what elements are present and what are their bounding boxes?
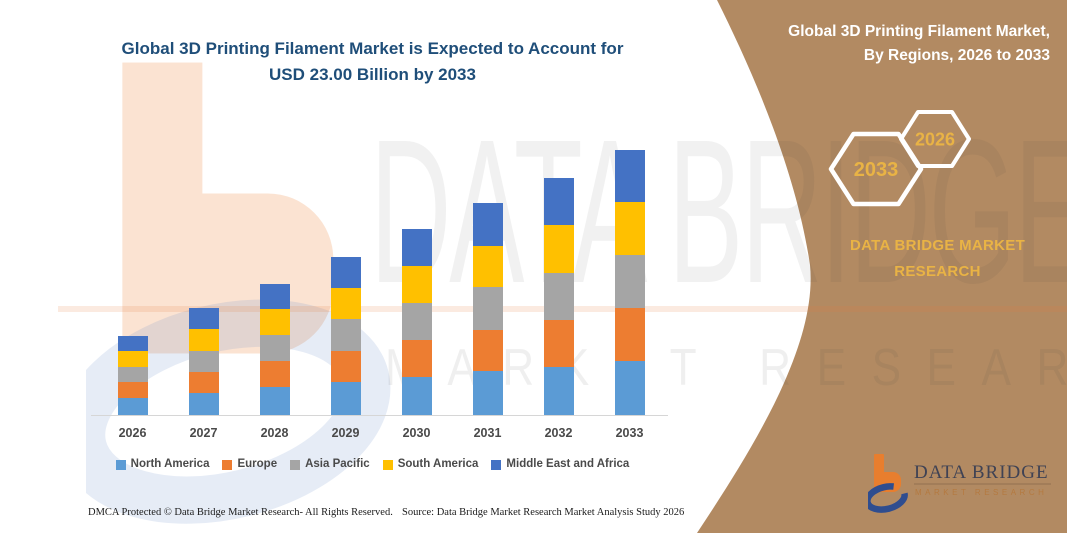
bar-segment-middle-east-and-africa — [614, 150, 645, 202]
brand-text-line1: DATA BRIDGE MARKET — [849, 237, 1026, 254]
bar-segment-south-america — [117, 351, 148, 367]
legend-label: Europe — [237, 458, 278, 470]
legend-swatch-icon — [491, 459, 502, 470]
logo-d-swoosh-icon — [868, 483, 908, 513]
legend-swatch-icon — [290, 459, 301, 470]
legend-label: Middle East and Africa — [506, 458, 630, 470]
bar-segment-middle-east-and-africa — [330, 257, 361, 288]
legend-swatch-icon — [382, 459, 393, 470]
bar-segment-middle-east-and-africa — [401, 229, 432, 266]
x-axis-label-2031: 2031 — [473, 426, 502, 440]
brand-text-line2: RESEARCH — [894, 263, 981, 280]
x-axis-label-2032: 2032 — [544, 426, 573, 440]
bar-segment-europe — [117, 382, 148, 398]
brand-text: DATA BRIDGE MARKET RESEARCH — [815, 233, 1060, 285]
logo-subtitle: MARKET RESEARCH — [915, 488, 1047, 497]
chart-title-line1: Global 3D Printing Filament Market is Ex… — [121, 39, 624, 58]
bar-segment-europe — [330, 351, 361, 382]
bar-segment-asia-pacific — [117, 367, 148, 382]
x-axis-label-2027: 2027 — [189, 426, 218, 440]
hexagon-2033-label: 2033 — [854, 159, 899, 181]
legend-item-middle-east-and-africa: Middle East and Africa — [491, 458, 629, 470]
side-panel-title-line1: Global 3D Printing Filament Market, — [788, 23, 1050, 40]
bar-segment-europe — [543, 320, 574, 367]
side-panel-title-line2: By Regions, 2026 to 2033 — [863, 47, 1050, 64]
logo-wordmark: DATA BRIDGE — [914, 462, 1049, 483]
bar-segment-europe — [472, 330, 503, 371]
bar-segment-asia-pacific — [472, 287, 503, 330]
bar-segment-middle-east-and-africa — [543, 178, 574, 225]
bar-segment-europe — [259, 361, 290, 387]
bar-segment-asia-pacific — [614, 255, 645, 308]
bar-segment-north-america — [472, 371, 503, 415]
x-axis-label-2029: 2029 — [331, 426, 360, 440]
chart-title-line2: USD 23.00 Billion by 2033 — [269, 65, 476, 84]
hexagon-badges: 2033 2026 — [828, 110, 971, 207]
footer-source: Source: Data Bridge Market Research Mark… — [402, 507, 685, 518]
bar-segment-north-america — [543, 367, 574, 415]
x-axis-label-2028: 2028 — [260, 426, 289, 440]
data-bridge-logo: DATA BRIDGE MARKET RESEARCH — [868, 454, 1051, 513]
bar-segment-asia-pacific — [259, 335, 290, 361]
bar-segment-europe — [188, 372, 219, 393]
legend-label: South America — [397, 458, 479, 470]
bar-segment-middle-east-and-africa — [117, 336, 148, 351]
legend-label: Asia Pacific — [305, 458, 370, 470]
bar-segment-south-america — [188, 329, 219, 351]
bar-segment-south-america — [614, 202, 645, 255]
legend-item-asia-pacific: Asia Pacific — [290, 458, 370, 470]
bar-segment-middle-east-and-africa — [472, 203, 503, 246]
legend-item-south-america: South America — [382, 458, 479, 470]
legend: North America Europe Asia Pacific South Ame… — [80, 458, 665, 470]
bar-segment-middle-east-and-africa — [259, 284, 290, 309]
footer-dmca: DMCA Protected © Data Bridge Market Rese… — [88, 507, 393, 518]
side-panel-title: Global 3D Printing Filament Market, By R… — [730, 20, 1050, 68]
bar-segment-north-america — [117, 398, 148, 415]
bar-segment-europe — [401, 340, 432, 377]
x-axis-label-2026: 2026 — [118, 426, 147, 440]
hexagon-2026-icon — [899, 110, 971, 168]
bar-segment-north-america — [188, 393, 219, 415]
hexagon-2033-icon — [828, 131, 924, 207]
legend-label: North America — [130, 458, 210, 470]
bar-segment-north-america — [614, 361, 645, 415]
x-axis-label-2033: 2033 — [615, 426, 644, 440]
bar-segment-south-america — [401, 266, 432, 303]
bar-segment-asia-pacific — [188, 351, 219, 372]
bar-segment-asia-pacific — [543, 273, 574, 320]
legend-item-north-america: North America — [115, 458, 210, 470]
legend-swatch-icon — [115, 459, 126, 470]
bar-segment-south-america — [543, 225, 574, 273]
legend-item-europe: Europe — [222, 458, 277, 470]
bar-segment-asia-pacific — [401, 303, 432, 340]
bar-segment-europe — [614, 308, 645, 361]
bar-segment-middle-east-and-africa — [188, 308, 219, 329]
chart-title: Global 3D Printing Filament Market is Ex… — [80, 36, 665, 88]
bar-segment-south-america — [259, 309, 290, 335]
bar-segment-asia-pacific — [330, 319, 361, 351]
x-axis-label-2030: 2030 — [402, 426, 431, 440]
x-axis-line — [91, 415, 668, 416]
legend-swatch-icon — [222, 459, 233, 470]
brown-swoosh-shape — [697, 0, 1067, 533]
bar-segment-north-america — [330, 382, 361, 415]
bar-segment-south-america — [330, 288, 361, 319]
bar-segment-south-america — [472, 246, 503, 287]
bar-segment-north-america — [401, 377, 432, 415]
bar-segment-north-america — [259, 387, 290, 415]
hexagon-2026-label: 2026 — [915, 130, 955, 150]
logo-b-icon — [874, 454, 884, 492]
